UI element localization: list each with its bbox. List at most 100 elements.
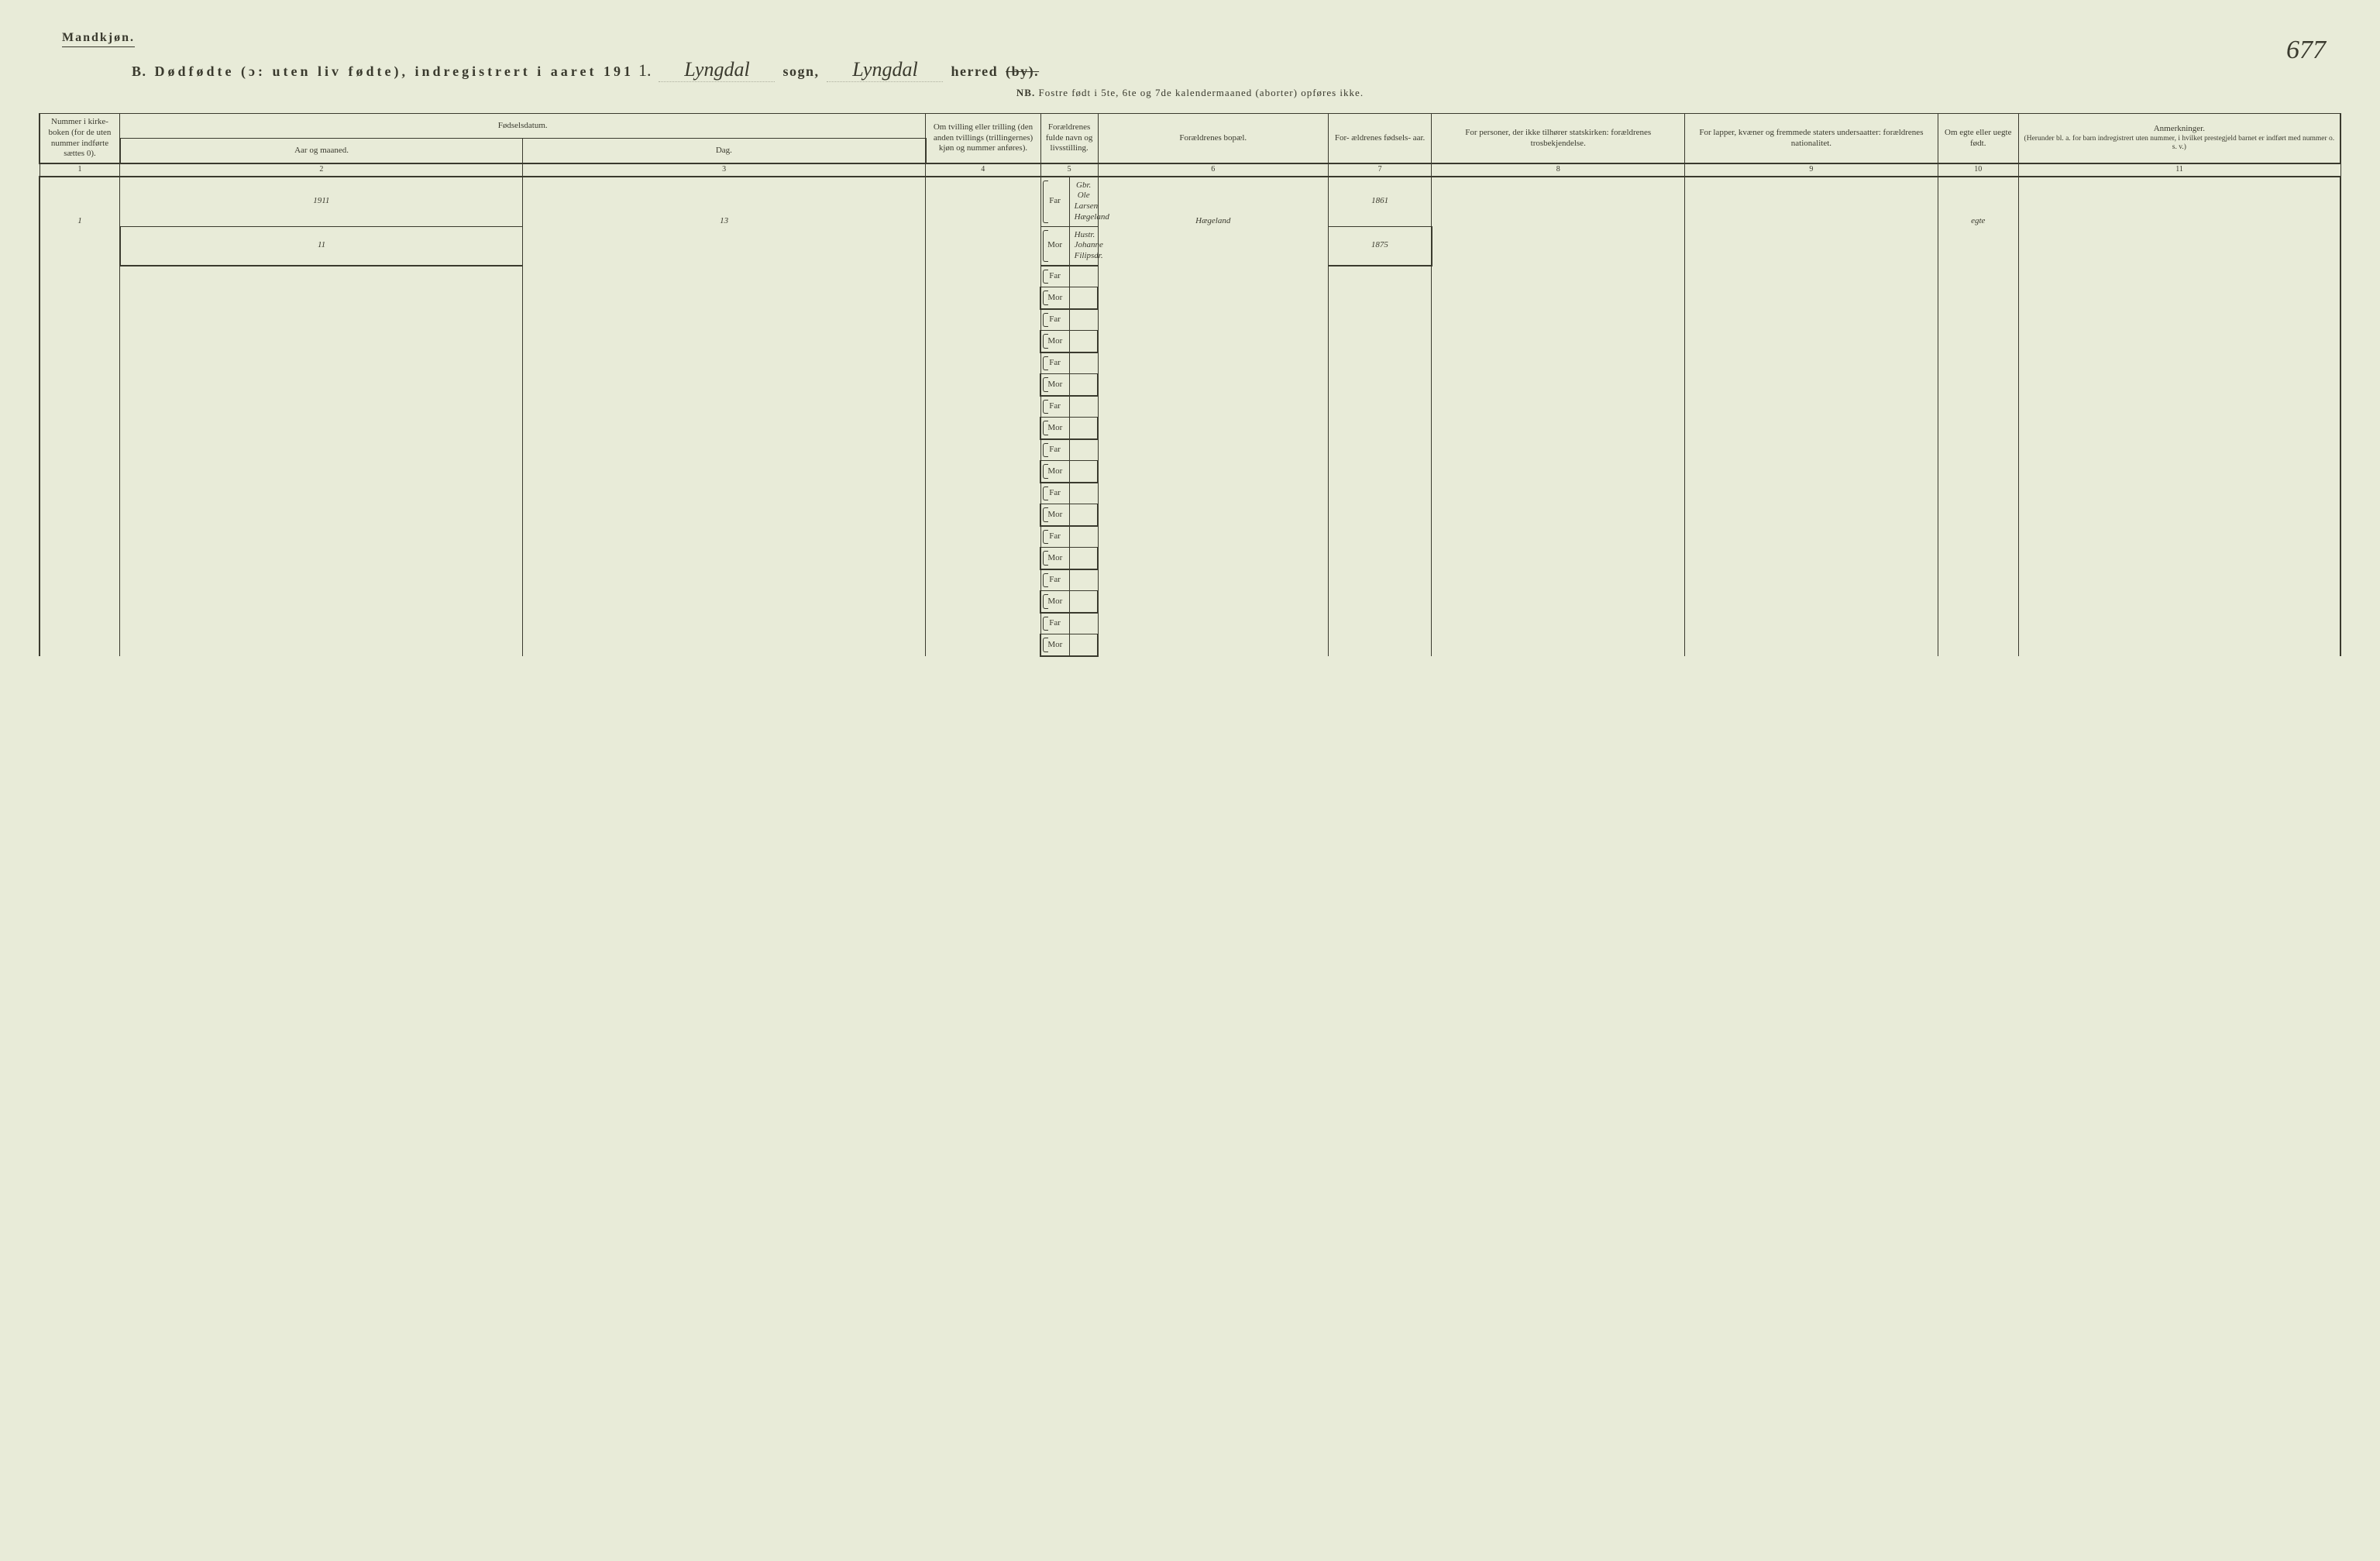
cell-twin	[926, 569, 1041, 613]
far-label: Far	[1040, 439, 1069, 461]
cell-egte	[1938, 526, 2018, 569]
cell-year	[1328, 526, 1432, 569]
cell-day: 13	[523, 177, 926, 266]
cell-mor-year: 1875	[1328, 226, 1432, 266]
cell-day	[523, 483, 926, 526]
cell-twin	[926, 309, 1041, 352]
table-row: Far	[40, 613, 2340, 634]
colnum: 9	[1685, 163, 1938, 177]
cell-tros	[1432, 439, 1685, 483]
cell-mor	[1069, 548, 1098, 569]
cell-far	[1069, 396, 1098, 418]
cell-num	[40, 569, 120, 613]
far-label: Far	[1040, 483, 1069, 504]
cell-far: Gbr. Ole Larsen Hægeland	[1069, 177, 1098, 227]
cell-year-month	[120, 352, 523, 396]
nb-text: Fostre født i 5te, 6te og 7de kalenderma…	[1038, 87, 1364, 98]
cell-year-month	[120, 483, 523, 526]
cell-num	[40, 266, 120, 309]
cell-day	[523, 352, 926, 396]
cell-nat	[1685, 266, 1938, 309]
sogn-label: sogn,	[782, 64, 819, 80]
cell-tros	[1432, 309, 1685, 352]
table-row: Far	[40, 266, 2340, 287]
table-row: Far	[40, 483, 2340, 504]
colnum: 1	[40, 163, 120, 177]
cell-bopel	[1098, 439, 1328, 483]
mor-label: Mor	[1040, 287, 1069, 309]
cell-year	[1328, 309, 1432, 352]
mor-label: Mor	[1040, 418, 1069, 439]
cell-egte	[1938, 309, 2018, 352]
cell-twin	[926, 613, 1041, 656]
table-body: 1191113FarGbr. Ole Larsen HægelandHægela…	[40, 177, 2340, 656]
col-header-3: Dag.	[523, 138, 926, 163]
col-header-10: Om egte eller uegte født.	[1938, 114, 2018, 164]
mor-label: Mor	[1040, 504, 1069, 526]
cell-nat	[1685, 613, 1938, 656]
cell-tros	[1432, 569, 1685, 613]
cell-year-month: 1911	[120, 177, 523, 227]
col-header-8: For personer, der ikke tilhører statskir…	[1432, 114, 1685, 164]
cell-bopel	[1098, 483, 1328, 526]
register-page: 677 Mandkjøn. B. Dødfødte (ɔ: uten liv f…	[39, 31, 2341, 657]
cell-bopel	[1098, 266, 1328, 309]
far-label: Far	[1040, 177, 1069, 227]
cell-year-month	[120, 613, 523, 656]
cell-bopel	[1098, 613, 1328, 656]
cell-nat	[1685, 396, 1938, 439]
mor-label: Mor	[1040, 461, 1069, 483]
col-header-2-group: Fødselsdatum.	[120, 114, 926, 139]
table-row: Far	[40, 396, 2340, 418]
cell-day	[523, 526, 926, 569]
colnum: 3	[523, 163, 926, 177]
cell-year	[1328, 483, 1432, 526]
far-label: Far	[1040, 526, 1069, 548]
cell-mor	[1069, 331, 1098, 352]
herred-value: Lyngdal	[827, 58, 943, 82]
cell-twin	[926, 177, 1041, 266]
cell-year	[1328, 569, 1432, 613]
cell-egte	[1938, 439, 2018, 483]
cell-num	[40, 439, 120, 483]
cell-anm	[2018, 309, 2340, 352]
cell-far	[1069, 526, 1098, 548]
cell-year-month	[120, 526, 523, 569]
cell-mor: Hustr. Johanne Filipsdr.	[1069, 226, 1098, 266]
cell-day	[523, 309, 926, 352]
cell-num	[40, 396, 120, 439]
colnum: 7	[1328, 163, 1432, 177]
cell-egte	[1938, 483, 2018, 526]
cell-mor	[1069, 461, 1098, 483]
cell-anm	[2018, 613, 2340, 656]
cell-far	[1069, 569, 1098, 591]
colnum-row: 1 2 3 4 5 6 7 8 9 10 11	[40, 163, 2340, 177]
cell-bopel	[1098, 569, 1328, 613]
table-row: Far	[40, 569, 2340, 591]
cell-mor	[1069, 287, 1098, 309]
cell-anm	[2018, 483, 2340, 526]
table-row: 1191113FarGbr. Ole Larsen HægelandHægela…	[40, 177, 2340, 227]
cell-egte	[1938, 266, 2018, 309]
cell-tros	[1432, 613, 1685, 656]
cell-num	[40, 309, 120, 352]
cell-num: 1	[40, 177, 120, 266]
cell-anm	[2018, 177, 2340, 266]
mor-label: Mor	[1040, 226, 1069, 266]
cell-num	[40, 526, 120, 569]
cell-tros	[1432, 177, 1685, 266]
year-suffix: 1.	[638, 60, 652, 81]
colnum: 6	[1098, 163, 1328, 177]
cell-far	[1069, 266, 1098, 287]
cell-num	[40, 613, 120, 656]
cell-num	[40, 352, 120, 396]
sogn-value: Lyngdal	[659, 58, 775, 82]
cell-tros	[1432, 396, 1685, 439]
cell-anm	[2018, 439, 2340, 483]
cell-anm	[2018, 396, 2340, 439]
cell-egte	[1938, 613, 2018, 656]
far-label: Far	[1040, 569, 1069, 591]
col-header-4: Om tvilling eller trilling (den anden tv…	[926, 114, 1041, 164]
col-header-1: Nummer i kirke- boken (for de uten numme…	[40, 114, 120, 164]
mor-label: Mor	[1040, 548, 1069, 569]
